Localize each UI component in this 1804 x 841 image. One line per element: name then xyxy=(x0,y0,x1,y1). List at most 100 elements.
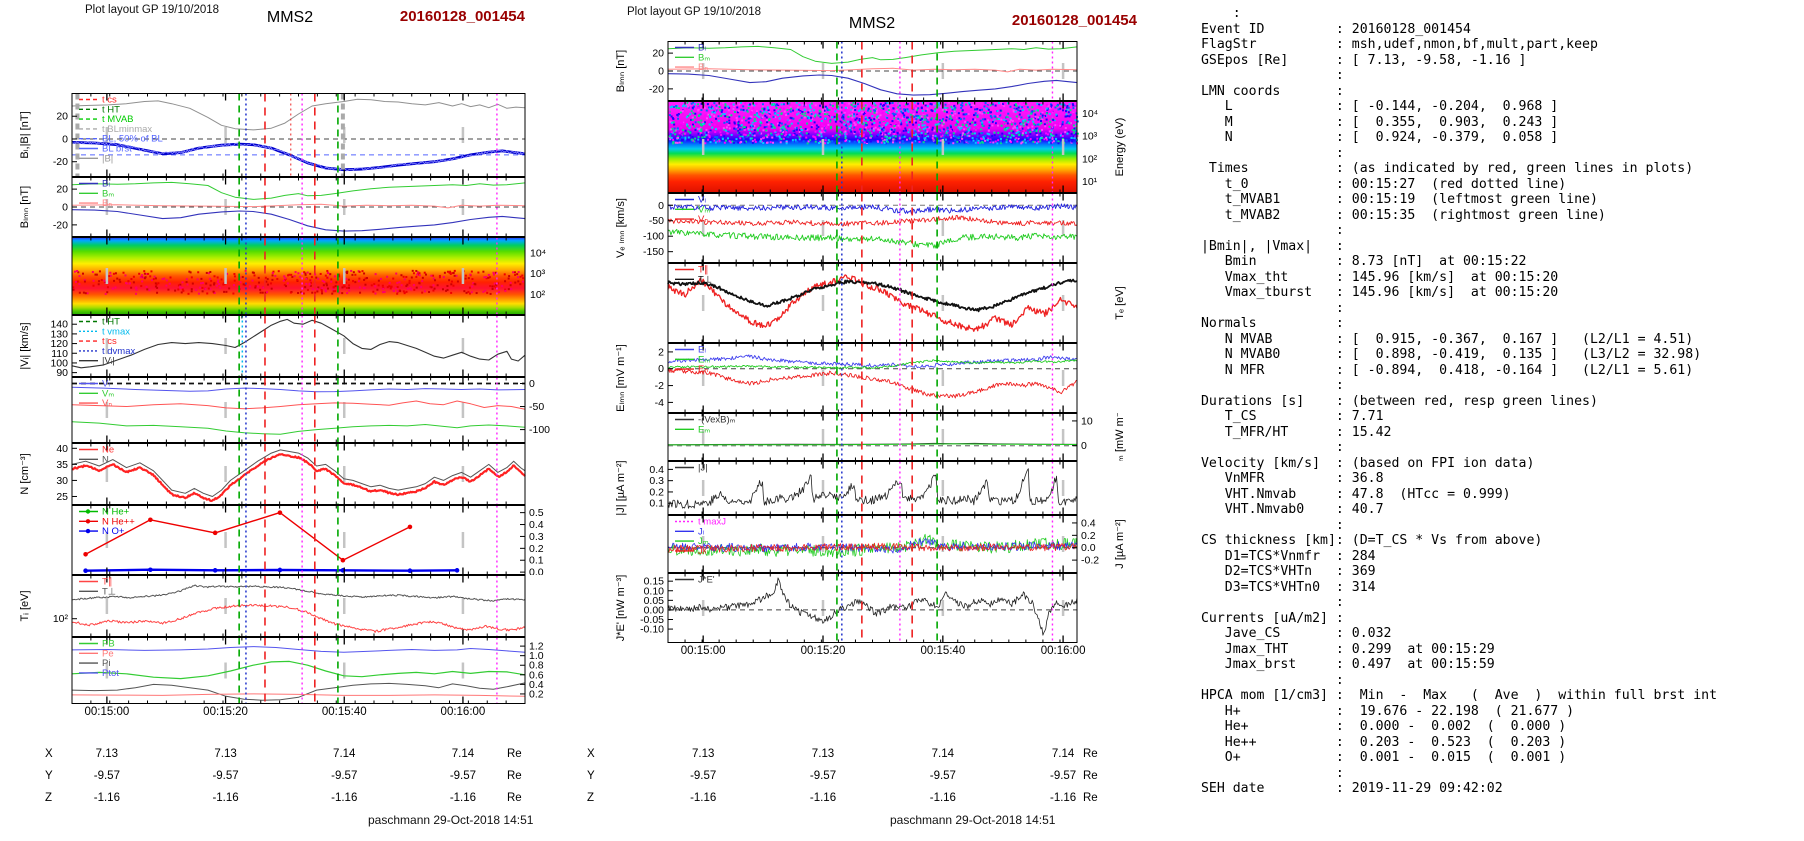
svg-text:-20: -20 xyxy=(53,156,68,168)
svg-text:2: 2 xyxy=(658,346,664,358)
left-plot-stack-panels: 20 0 -20 Bₗ,|B| [nT] t cs t HT t MVAB t BLminma… xyxy=(0,93,560,704)
svg-text:0.5: 0.5 xyxy=(529,507,544,519)
svg-text:Pi: Pi xyxy=(102,658,110,669)
svg-text:T⊥: T⊥ xyxy=(698,274,712,285)
svg-text:0: 0 xyxy=(62,202,68,214)
svg-text:N O+: N O+ xyxy=(102,526,125,537)
svg-text:20: 20 xyxy=(652,48,664,60)
svg-text:N [cm⁻³]: N [cm⁻³] xyxy=(19,453,31,494)
svg-text:T∥: T∥ xyxy=(698,265,709,276)
position-unit: Re xyxy=(507,748,522,760)
svg-text:J*E' [nW m⁻³]: J*E' [nW m⁻³] xyxy=(615,575,627,642)
svg-text:30: 30 xyxy=(56,475,68,487)
svg-text:Eₘ [mW m⁻²]: Eₘ [mW m⁻²] xyxy=(1114,413,1126,461)
position-value: -1.16 xyxy=(690,792,717,804)
svg-text:N He++: N He++ xyxy=(102,516,135,527)
svg-text:Bₗ: Bₗ xyxy=(698,43,706,54)
svg-text:0: 0 xyxy=(1081,440,1087,452)
position-value: 7.14 xyxy=(451,748,475,760)
svg-text:40: 40 xyxy=(56,443,68,455)
position-row-label: X xyxy=(45,748,53,760)
svg-text:N He+: N He+ xyxy=(102,507,130,518)
position-row-label: Y xyxy=(45,770,53,782)
position-value: 7.13 xyxy=(95,748,119,760)
em-vexb-panel: 10 0 Eₘ [mW m⁻²] -(VexB)ₘEₘ xyxy=(667,413,1126,461)
position-value: 7.14 xyxy=(1051,748,1075,760)
svg-text:-50: -50 xyxy=(649,215,664,227)
position-row-label: Z xyxy=(45,792,53,804)
te-panel: Tₑ [eV] T∥T⊥ xyxy=(667,263,1126,343)
svg-text:0.6: 0.6 xyxy=(529,669,544,681)
svg-text:140: 140 xyxy=(50,319,68,331)
spacecraft-title-middle: MMS2 xyxy=(848,15,896,32)
svg-text:t vmax: t vmax xyxy=(102,326,130,337)
svg-text:t BLminmax: t BLminmax xyxy=(102,124,152,135)
position-unit: Re xyxy=(1083,748,1098,760)
left-plot-stack: 20 0 -20 Bₗ,|B| [nT] t cs t HT t MVAB t BLminma… xyxy=(0,0,560,841)
svg-text:-(VexB)ₘ: -(VexB)ₘ xyxy=(698,415,736,426)
svg-text:Energy (eV): Energy (eV) xyxy=(1114,118,1126,177)
svg-text:100: 100 xyxy=(50,357,68,369)
position-row-label: X xyxy=(587,748,595,760)
svg-text:0: 0 xyxy=(658,66,664,78)
position-value: -1.16 xyxy=(1049,792,1077,804)
position-unit: Re xyxy=(507,770,522,782)
svg-text:10²: 10² xyxy=(530,289,546,301)
position-value: -9.57 xyxy=(1049,770,1077,782)
svg-text:-100: -100 xyxy=(529,424,550,436)
svg-text:-4: -4 xyxy=(655,397,664,409)
position-value: -9.57 xyxy=(929,770,956,782)
svg-text:|B|: |B| xyxy=(102,153,113,164)
svg-text:0.00: 0.00 xyxy=(644,604,665,616)
svg-text:0: 0 xyxy=(658,200,664,212)
time-tick-label: 00:16:00 xyxy=(1040,645,1086,657)
svg-text:Bₙ: Bₙ xyxy=(102,198,112,209)
position-value: 7.14 xyxy=(931,748,955,760)
position-value: 7.13 xyxy=(811,748,835,760)
svg-text:0: 0 xyxy=(658,363,664,375)
position-value: -9.57 xyxy=(690,770,717,782)
time-tick-label: 00:15:20 xyxy=(800,645,846,657)
svg-text:10⁴: 10⁴ xyxy=(530,247,546,259)
svg-text:Eₗ: Eₗ xyxy=(698,345,706,356)
time-tick-label: 00:15:20 xyxy=(203,706,248,718)
position-row-label: Z xyxy=(587,792,595,804)
svg-text:130: 130 xyxy=(50,328,68,340)
svg-text:-0.05: -0.05 xyxy=(640,614,664,626)
svg-text:Bₗ,|B| [nT]: Bₗ,|B| [nT] xyxy=(19,111,31,158)
svg-text:t MVAB: t MVAB xyxy=(102,114,134,125)
svg-text:0.05: 0.05 xyxy=(644,595,665,607)
position-value: -1.16 xyxy=(93,792,120,804)
position-unit: Re xyxy=(507,792,522,804)
svg-text:|Vᵢ| [km/s]: |Vᵢ| [km/s] xyxy=(19,322,31,369)
svg-text:Bₙ: Bₙ xyxy=(698,62,708,73)
svg-text:25: 25 xyxy=(56,491,68,503)
position-value: -1.16 xyxy=(449,792,477,804)
ion-spectrogram: 10⁴10³10²Energy (eV) xyxy=(71,237,546,315)
position-value: -9.57 xyxy=(809,770,837,782)
position-value: -1.16 xyxy=(331,792,358,804)
svg-text:Eₗₘₙ [mV m⁻¹]: Eₗₘₙ [mV m⁻¹] xyxy=(615,344,627,412)
svg-text:Vₙ: Vₙ xyxy=(698,214,708,225)
position-value: -1.16 xyxy=(809,792,837,804)
svg-text:Vₑ ₗₘₙ [km/s]: Vₑ ₗₘₙ [km/s] xyxy=(615,198,627,258)
svg-text:Bₘ: Bₘ xyxy=(102,188,114,199)
svg-text:t HT: t HT xyxy=(102,104,120,115)
svg-text:Vₙ: Vₙ xyxy=(102,398,112,409)
svg-text:-100: -100 xyxy=(643,231,664,243)
time-tick-label: 00:15:00 xyxy=(84,706,130,718)
svg-text:Eₘ: Eₘ xyxy=(698,354,710,365)
svg-text:0.0: 0.0 xyxy=(529,567,544,575)
svg-text:-20: -20 xyxy=(53,219,68,231)
svg-text:10⁴: 10⁴ xyxy=(1082,108,1098,120)
svg-text:Pe: Pe xyxy=(102,648,114,659)
svg-text:1.0: 1.0 xyxy=(529,650,544,662)
svg-text:10¹: 10¹ xyxy=(1082,176,1098,188)
svg-text:35: 35 xyxy=(56,459,68,471)
svg-text:Bₗₘₙ [nT]: Bₗₘₙ [nT] xyxy=(19,186,31,228)
